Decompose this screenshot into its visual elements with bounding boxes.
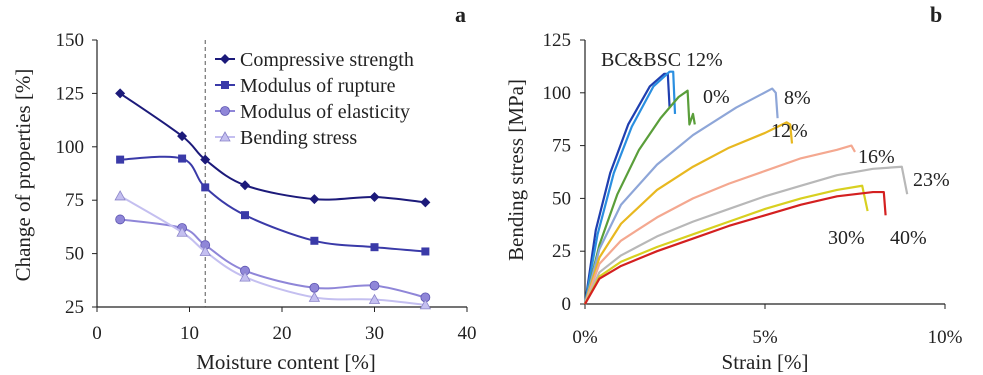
stress-strain-curve-7 xyxy=(585,186,868,304)
panel-b-y-tick-label: 50 xyxy=(552,188,571,209)
panel-b-x-tick-label: 0% xyxy=(572,327,598,348)
panel-b-y-tick-label: 75 xyxy=(552,136,571,157)
series-line-2 xyxy=(120,219,425,297)
panel-b-x-axis-label: Strain [%] xyxy=(722,350,809,374)
panel-a-y-axis-label: Change of properties [%] xyxy=(11,69,35,282)
data-point xyxy=(116,156,124,164)
data-point xyxy=(310,237,318,245)
legend-entry: Bending stress xyxy=(240,127,357,149)
legend-marker xyxy=(221,107,230,116)
data-point xyxy=(115,191,125,200)
panel-b-y-tick-label: 100 xyxy=(543,83,572,104)
data-point xyxy=(310,283,319,292)
curve-label: 40% xyxy=(890,227,927,249)
data-point xyxy=(178,155,186,163)
panel-a-y-tick-label: 125 xyxy=(56,83,85,104)
panel-a-y-tick-label: 50 xyxy=(65,244,84,265)
curve-label: 23% xyxy=(913,169,950,191)
data-point xyxy=(309,194,319,204)
curve-label: BC&BSC 12% xyxy=(601,49,723,71)
data-point xyxy=(371,243,379,251)
legend-entry: Compressive strength xyxy=(240,49,414,71)
legend-marker xyxy=(221,81,229,89)
panel-a-x-tick-label: 10 xyxy=(180,323,199,344)
panel-a-x-axis-label: Moisture content [%] xyxy=(196,350,376,374)
panel-b-series xyxy=(585,72,907,304)
panel-b-y-tick-label: 0 xyxy=(562,294,572,315)
data-point xyxy=(240,180,250,190)
curve-label: 8% xyxy=(784,87,811,109)
panel-a-x-tick-label: 0 xyxy=(92,323,102,344)
series-line-3 xyxy=(120,196,425,305)
curve-label: 16% xyxy=(858,146,895,168)
panel-letter-b: b xyxy=(930,2,942,27)
curve-label: 30% xyxy=(828,227,865,249)
data-point xyxy=(370,281,379,290)
curve-label: 12% xyxy=(771,120,808,142)
data-point xyxy=(370,192,380,202)
panel-b-x-tick-label: 5% xyxy=(752,327,778,348)
panel-a-y-tick-label: 100 xyxy=(56,137,85,158)
curve-label: 0% xyxy=(703,86,730,108)
data-point xyxy=(201,183,209,191)
stress-strain-curve-3 xyxy=(585,89,778,304)
panel-a-y-tick-label: 150 xyxy=(56,30,85,51)
data-point xyxy=(241,211,249,219)
data-point xyxy=(116,215,125,224)
series-line-1 xyxy=(120,157,425,252)
panel-b-y-axis-label: Bending stress [MPa] xyxy=(504,79,528,261)
panel-b-y-tick-label: 25 xyxy=(552,241,571,262)
legend-entry: Modulus of rupture xyxy=(240,75,396,97)
panel-a-y-tick-label: 25 xyxy=(65,297,84,318)
legend-entry: Modulus of elasticity xyxy=(240,101,410,123)
panel-letter-a: a xyxy=(455,2,466,27)
legend-marker xyxy=(220,54,230,64)
panel-b-x-tick-label: 10% xyxy=(928,327,963,348)
panel-b-y-tick-label: 125 xyxy=(543,30,572,51)
panel-a-x-tick-label: 40 xyxy=(458,323,477,344)
panel-a-x-tick-label: 30 xyxy=(365,323,384,344)
panel-a: a 0 10 20 30 40 25 50 75 100 125 150 Compressive s… xyxy=(11,2,477,374)
data-point xyxy=(420,197,430,207)
panel-a-x-tick-label: 20 xyxy=(273,323,292,344)
data-point xyxy=(421,247,429,255)
panel-a-legend: Compressive strength Modulus of rupture Mo… xyxy=(215,49,414,149)
panel-a-y-tick-label: 75 xyxy=(65,190,84,211)
panel-b: b 0% 5% 10% 0 25 50 75 100 125 BC&BSC 12% 0% 8% 12%… xyxy=(504,2,963,374)
